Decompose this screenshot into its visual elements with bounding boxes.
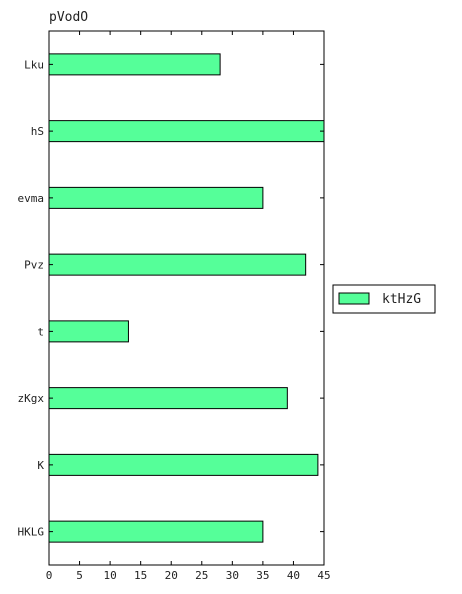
bar-zkgx <box>48 387 288 410</box>
x-tick-label: 45 <box>317 569 330 582</box>
x-tick-label: 30 <box>226 569 239 582</box>
x-tick-label: 40 <box>287 569 300 582</box>
x-tick-label: 20 <box>165 569 178 582</box>
y-tick-label: zKgx <box>18 392 45 405</box>
x-tick-label: 35 <box>256 569 269 582</box>
y-tick-label: t <box>37 325 44 338</box>
bar-hklg <box>48 520 264 543</box>
legend-label: ktHzG <box>382 292 421 307</box>
y-tick-label: hS <box>31 125 44 138</box>
x-tick-label: 5 <box>76 569 83 582</box>
ticks-layer: Lku hS evma Pvz t zKgx K HKLG 0 5 10 15 20 25 30 35 40 45 <box>18 31 331 582</box>
chart-title: pVodO <box>49 10 88 25</box>
bar-hs <box>48 120 325 143</box>
bar-pvz <box>48 253 307 276</box>
x-tick-label: 15 <box>134 569 147 582</box>
y-tick-label: evma <box>18 192 45 205</box>
legend: ktHzG <box>332 284 436 314</box>
y-tick-label: HKLG <box>18 526 45 539</box>
plot-frame <box>48 30 325 566</box>
y-tick-label: K <box>37 459 44 472</box>
bar-k <box>48 453 319 476</box>
bar-evma <box>48 186 264 209</box>
y-tick-label: Lku <box>24 58 44 71</box>
y-tick-label: Pvz <box>24 259 44 272</box>
bars-layer <box>48 53 325 543</box>
x-tick-label: 0 <box>46 569 53 582</box>
legend-swatch <box>338 292 370 305</box>
bar-lku <box>48 53 221 76</box>
x-tick-label: 25 <box>195 569 208 582</box>
bar-t <box>48 320 129 343</box>
x-tick-label: 10 <box>103 569 116 582</box>
